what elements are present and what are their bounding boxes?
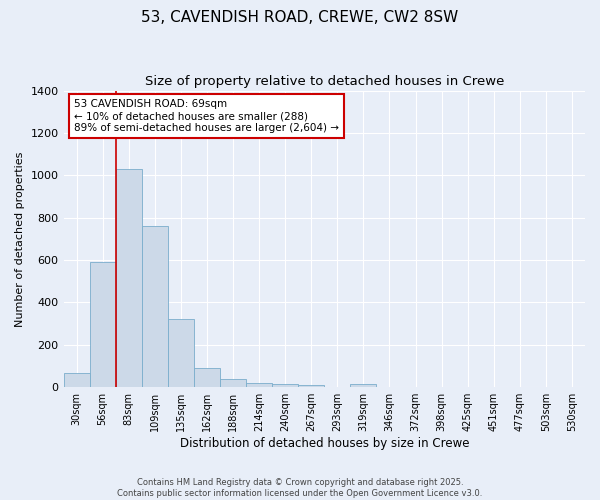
Bar [350,384,376,387]
Bar [89,262,116,387]
X-axis label: Distribution of detached houses by size in Crewe: Distribution of detached houses by size … [179,437,469,450]
Bar [298,385,324,387]
Bar [272,384,298,387]
Bar [142,226,168,387]
Y-axis label: Number of detached properties: Number of detached properties [15,151,25,326]
Text: Contains HM Land Registry data © Crown copyright and database right 2025.
Contai: Contains HM Land Registry data © Crown c… [118,478,482,498]
Bar [116,169,142,387]
Bar [168,320,194,387]
Bar [246,383,272,387]
Bar [64,374,89,387]
Text: 53 CAVENDISH ROAD: 69sqm
← 10% of detached houses are smaller (288)
89% of semi-: 53 CAVENDISH ROAD: 69sqm ← 10% of detach… [74,100,339,132]
Title: Size of property relative to detached houses in Crewe: Size of property relative to detached ho… [145,75,504,88]
Bar [194,368,220,387]
Text: 53, CAVENDISH ROAD, CREWE, CW2 8SW: 53, CAVENDISH ROAD, CREWE, CW2 8SW [142,10,458,25]
Bar [220,378,246,387]
